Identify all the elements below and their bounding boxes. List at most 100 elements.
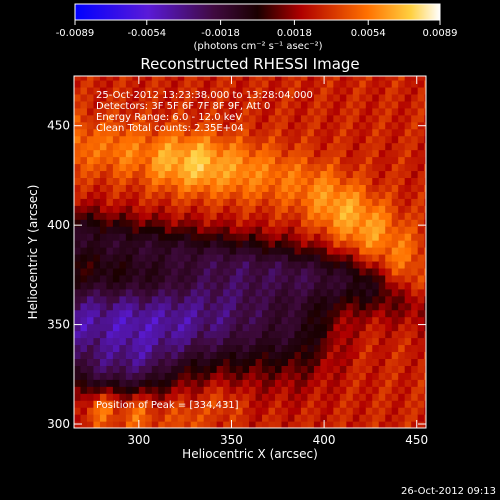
heatmap-cell: [365, 365, 373, 373]
heatmap-cell: [99, 379, 108, 387]
heatmap-cell: [333, 393, 341, 401]
heatmap-cell: [339, 100, 347, 109]
heatmap-cell: [203, 267, 211, 276]
heatmap-cell: [99, 121, 108, 130]
heatmap-cell: [404, 149, 412, 158]
heatmap-cell: [119, 379, 127, 387]
annotation-line-3: Energy Range: 6.0 - 12.0 keV: [96, 112, 242, 123]
heatmap-cell: [236, 86, 244, 95]
heatmap-cell: [216, 414, 224, 422]
heatmap-cell: [326, 135, 334, 144]
heatmap-cell: [294, 421, 302, 428]
heatmap-cell: [385, 100, 393, 109]
heatmap-cell: [177, 226, 185, 234]
heatmap-cell: [398, 163, 406, 172]
heatmap-cell: [80, 212, 88, 220]
heatmap-cell: [223, 170, 231, 179]
heatmap-cell: [138, 100, 146, 109]
heatmap-cell: [249, 247, 257, 255]
heatmap-cell: [197, 393, 205, 401]
heatmap-cell: [125, 365, 133, 373]
heatmap-cell: [417, 274, 425, 283]
heatmap-cell: [171, 177, 179, 185]
heatmap-cell: [197, 142, 205, 151]
heatmap-cell: [242, 198, 250, 206]
heatmap-cell: [352, 212, 360, 220]
heatmap-cell: [404, 330, 412, 339]
heatmap-cell: [236, 107, 244, 116]
heatmap-cell: [145, 274, 153, 283]
heatmap-cell: [417, 260, 425, 269]
heatmap-cell: [378, 149, 386, 158]
heatmap-cell: [210, 407, 218, 415]
heatmap-cell: [158, 274, 166, 283]
heatmap-cell: [339, 205, 347, 213]
heatmap-cell: [119, 233, 127, 241]
heatmap-cell: [223, 372, 231, 380]
heatmap-cell: [93, 226, 101, 234]
heatmap-cell: [320, 177, 328, 185]
heatmap-cell: [365, 184, 373, 192]
heatmap-cell: [112, 93, 120, 102]
heatmap-cell: [242, 114, 250, 123]
heatmap-cell: [307, 76, 315, 81]
heatmap-cell: [145, 316, 153, 325]
heatmap-cell: [275, 93, 283, 102]
heatmap-cell: [203, 135, 211, 144]
heatmap-cell: [112, 414, 120, 422]
heatmap-cell: [86, 135, 95, 144]
heatmap-cell: [346, 170, 354, 179]
heatmap-cell: [242, 323, 250, 332]
heatmap-cell: [398, 240, 406, 248]
heatmap-cell: [398, 184, 406, 192]
footer-timestamp: 26-Oct-2012 09:13: [401, 486, 496, 497]
heatmap-cell: [385, 240, 393, 248]
heatmap-cell: [281, 198, 289, 206]
heatmap-cell: [275, 288, 283, 297]
heatmap-cell: [197, 205, 205, 213]
heatmap-cell: [339, 316, 347, 325]
heatmap-cell: [378, 400, 386, 408]
heatmap-cell: [313, 274, 321, 283]
heatmap-cell: [365, 351, 373, 359]
heatmap-cell: [404, 226, 412, 234]
heatmap-cell: [268, 191, 276, 199]
heatmap-cell: [268, 233, 276, 241]
heatmap-cell: [74, 316, 82, 325]
heatmap-cell: [411, 128, 419, 137]
heatmap-cell: [216, 163, 224, 172]
heatmap-cell: [287, 156, 296, 165]
heatmap-cell: [138, 198, 146, 206]
heatmap-cell: [307, 205, 315, 213]
heatmap-cell: [197, 135, 205, 144]
heatmap-cell: [372, 281, 380, 290]
heatmap-cell: [300, 372, 309, 380]
heatmap-cell: [391, 177, 399, 185]
heatmap-cell: [229, 93, 237, 102]
heatmap-cell: [268, 379, 276, 387]
heatmap-cell: [203, 226, 211, 234]
heatmap-cell: [346, 100, 354, 109]
heatmap-cell: [236, 76, 244, 81]
heatmap-cell: [132, 260, 140, 269]
heatmap-cell: [372, 337, 380, 346]
heatmap-cell: [307, 212, 315, 220]
heatmap-cell: [138, 267, 146, 276]
heatmap-cell: [255, 142, 263, 151]
x-tick-label: 450: [405, 433, 428, 447]
heatmap-cell: [378, 177, 386, 185]
heatmap-cell: [398, 267, 406, 276]
heatmap-cell: [262, 337, 270, 346]
heatmap-cell: [391, 135, 399, 144]
heatmap-cell: [287, 407, 296, 415]
heatmap-cell: [197, 219, 205, 227]
heatmap-cell: [339, 191, 347, 199]
heatmap-cell: [236, 337, 244, 346]
heatmap-cell: [333, 330, 341, 339]
heatmap-cell: [210, 163, 218, 172]
heatmap-cell: [281, 274, 289, 283]
heatmap-cell: [268, 114, 276, 123]
heatmap-cell: [249, 260, 257, 269]
heatmap-cell: [145, 205, 153, 213]
heatmap-cell: [119, 267, 127, 276]
